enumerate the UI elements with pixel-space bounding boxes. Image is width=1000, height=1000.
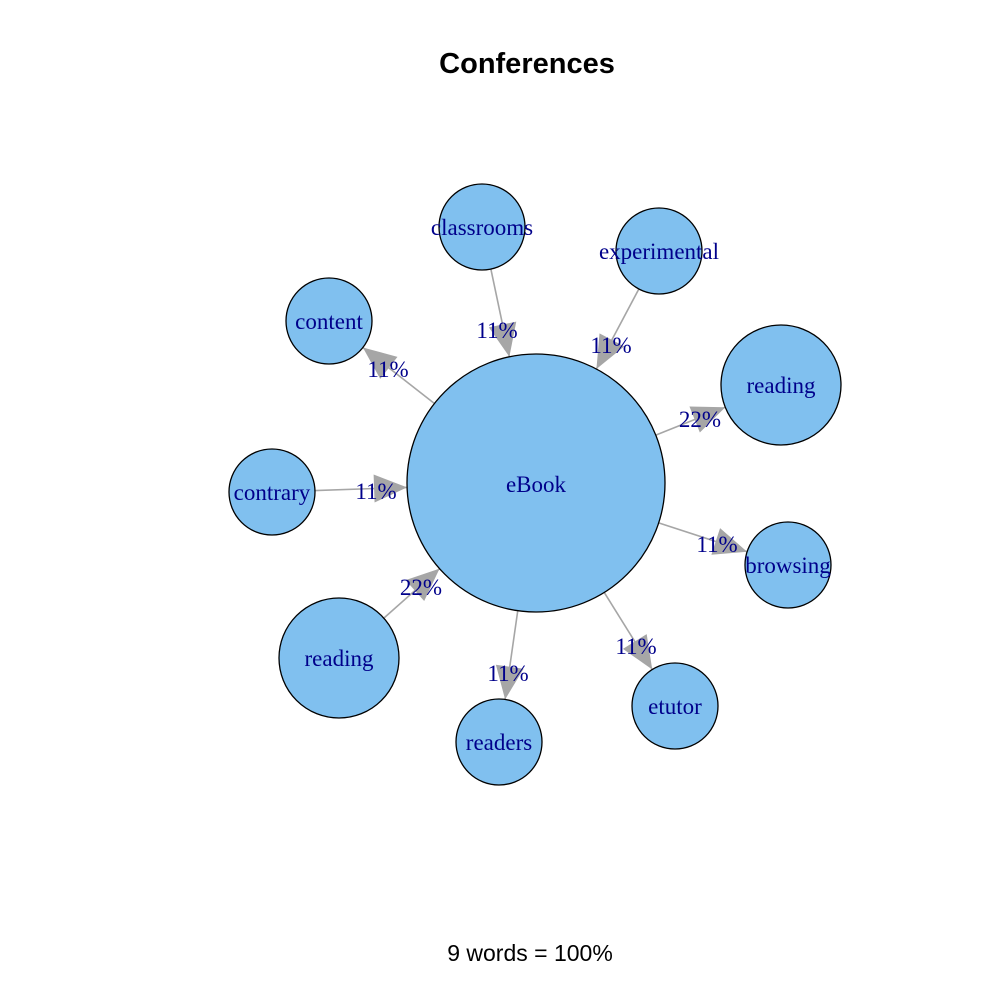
edge-weight-experimental: 11%	[590, 333, 631, 358]
node-contrary	[228, 448, 316, 536]
node-reading-right	[720, 324, 842, 446]
edge-arrow-etutor	[622, 634, 653, 670]
edge-weight-browsing: 11%	[696, 532, 737, 557]
edge-labels-layer: 11% 11% 22% 11% 11% 11% 22% 11% 11%	[355, 318, 737, 686]
node-ebook	[406, 353, 666, 613]
edge-weight-readers: 11%	[487, 661, 528, 686]
diagram-title: Conferences	[439, 48, 615, 80]
edge-weight-reading-right: 22%	[679, 407, 721, 432]
node-label-etutor: etutor	[648, 694, 702, 719]
edge-arrow-classrooms	[488, 321, 517, 357]
node-label-browsing: browsing	[745, 553, 831, 578]
edge-weight-classrooms: 11%	[476, 318, 517, 343]
node-label-contrary: contrary	[234, 480, 311, 505]
edge-weight-contrary: 11%	[355, 479, 396, 504]
node-etutor	[631, 662, 719, 750]
node-label-classrooms: classrooms	[431, 215, 533, 240]
node-label-content: content	[295, 309, 363, 334]
node-label-ebook: eBook	[506, 472, 567, 497]
edges-layer	[314, 268, 748, 700]
node-reading-left	[278, 597, 400, 719]
node-readers	[455, 698, 543, 786]
nodes-layer: classrooms experimental reading browsing etu…	[228, 183, 842, 786]
edge-arrow-browsing	[711, 528, 748, 555]
edge-arrow-reading-right	[689, 406, 726, 433]
edge-arrow-experimental	[596, 333, 625, 370]
edge-arrow-contrary	[373, 474, 408, 503]
node-classrooms	[438, 183, 526, 271]
node-label-reading-right: reading	[747, 373, 816, 398]
edge-weight-reading-left: 22%	[400, 575, 442, 600]
node-label-readers: readers	[466, 730, 532, 755]
edge-arrow-content	[362, 347, 398, 379]
edge-weight-etutor: 11%	[615, 634, 656, 659]
node-label-experimental: experimental	[599, 239, 719, 264]
edge-arrow-readers	[495, 664, 524, 700]
node-browsing	[744, 521, 832, 609]
edge-weight-content: 11%	[367, 357, 408, 382]
footer-caption: 9 words = 100%	[447, 940, 613, 966]
node-label-reading-left: reading	[305, 646, 374, 671]
edge-arrow-reading-left	[405, 568, 440, 602]
node-experimental	[615, 207, 703, 295]
node-content	[285, 277, 373, 365]
